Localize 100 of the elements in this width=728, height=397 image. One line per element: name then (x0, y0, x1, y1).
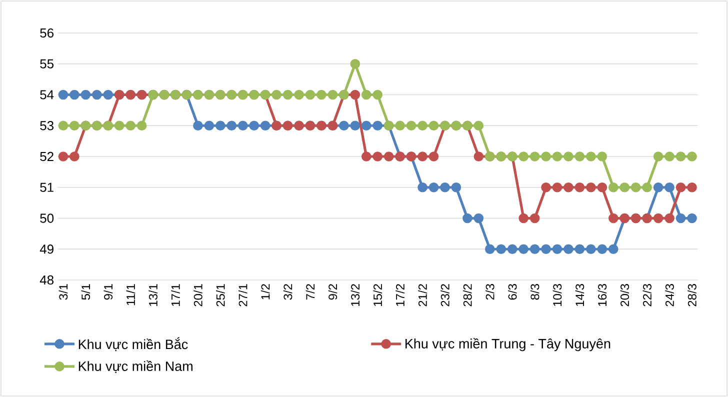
y-tick-label: 55 (40, 59, 54, 68)
x-tick-label: 10/3 (552, 284, 562, 306)
x-tick-label: 13/1 (148, 284, 158, 306)
x-tick-label: 14/3 (575, 284, 584, 306)
point (272, 90, 282, 100)
point (350, 58, 360, 69)
point (586, 244, 596, 254)
x-tick-label: 23/2 (440, 284, 450, 306)
point (541, 182, 551, 192)
point (126, 120, 136, 131)
point (418, 152, 428, 162)
x-tick-label: 17/1 (171, 284, 180, 306)
point (58, 152, 68, 162)
point (597, 182, 608, 192)
point (260, 120, 270, 131)
x-tick-label: 20/1 (194, 284, 202, 306)
point (484, 244, 495, 254)
x-tick-label: 11/1 (126, 284, 135, 306)
point (574, 152, 585, 162)
y-tick-label: 54 (40, 90, 54, 100)
point (620, 182, 630, 192)
point (608, 182, 618, 192)
x-tick-label: 24/3 (665, 284, 674, 306)
y-tick-label: 53 (40, 121, 54, 130)
point (608, 213, 618, 224)
point (474, 120, 484, 131)
point (597, 244, 608, 254)
point (530, 244, 540, 254)
point (564, 182, 574, 192)
x-tick-label: 22/3 (642, 284, 652, 306)
point (518, 152, 528, 162)
point (687, 213, 697, 224)
point (70, 120, 80, 131)
point (418, 182, 428, 192)
point (462, 213, 472, 224)
point (653, 182, 664, 192)
x-tick-label: 27/1 (238, 284, 248, 306)
x-tick-label: 9/1 (104, 284, 113, 300)
x-tick-label: 5/1 (81, 284, 90, 300)
point (70, 152, 80, 162)
point (586, 152, 596, 162)
point (642, 182, 652, 192)
point (372, 120, 382, 131)
point (664, 152, 674, 162)
point (384, 152, 394, 162)
point (676, 213, 686, 224)
point (530, 152, 540, 162)
point (428, 120, 439, 131)
y-tick-label: 50 (40, 214, 54, 223)
x-tick-label: 28/2 (463, 284, 472, 306)
point (372, 152, 382, 162)
point (586, 182, 596, 192)
point (58, 90, 68, 100)
point (361, 90, 372, 100)
point (451, 182, 462, 192)
point (440, 182, 450, 192)
x-tick-label: 7/2 (306, 284, 315, 300)
point (193, 120, 203, 131)
x-tick-label: 13/2 (350, 284, 360, 306)
point (474, 213, 484, 224)
x-tick-label: 15/2 (373, 284, 382, 306)
point (92, 90, 102, 100)
point (574, 244, 585, 254)
point (474, 152, 484, 162)
x-tick-label: 3/2 (283, 284, 292, 300)
y-tick-label: 52 (40, 152, 54, 162)
point (361, 152, 372, 162)
point (395, 120, 405, 131)
legend-label: Khu vực miền Trung - Tây Nguyên (406, 338, 610, 352)
point (406, 120, 416, 131)
point (664, 213, 674, 224)
x-tick-label: 1/2 (260, 284, 270, 300)
x-tick-label: 20/3 (620, 284, 630, 306)
point (216, 120, 226, 131)
point (676, 152, 686, 162)
x-tick-label: 16/3 (598, 284, 607, 306)
point (350, 120, 360, 131)
point (305, 90, 316, 100)
point (541, 244, 551, 254)
point (552, 182, 562, 192)
y-tick-label: 48 (40, 275, 54, 285)
point (70, 90, 80, 100)
point (316, 90, 326, 100)
point (294, 90, 304, 100)
x-tick-label: 17/2 (396, 284, 404, 306)
point (238, 120, 248, 131)
point (226, 120, 237, 131)
point (608, 244, 618, 254)
legend-label: Khu vực miền Nam (78, 360, 192, 373)
point (350, 90, 360, 100)
point (653, 152, 664, 162)
point (518, 244, 528, 254)
point (541, 152, 551, 162)
point (687, 182, 697, 192)
x-tick-label: 9/2 (328, 284, 338, 300)
point (507, 244, 518, 254)
point (418, 120, 428, 131)
point (428, 152, 439, 162)
point (687, 152, 697, 162)
point (428, 182, 439, 192)
